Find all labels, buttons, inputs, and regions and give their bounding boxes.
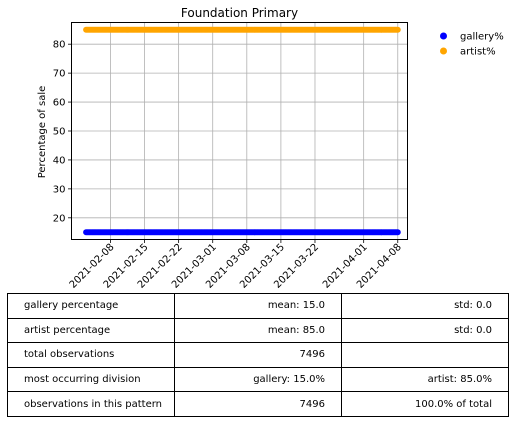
table-cell: 7496 — [174, 391, 342, 417]
table-cell: artist: 85.0% — [341, 366, 509, 393]
table-row: artist percentage mean: 85.0 std: 0.0 — [7, 317, 509, 344]
stats-table: gallery percentage mean: 15.0 std: 0.0 arti… — [7, 293, 509, 417]
legend-label: artist% — [460, 47, 496, 58]
table-row: most occurring division gallery: 15.0% art… — [7, 366, 509, 393]
table-cell: std: 0.0 — [341, 293, 509, 319]
data-point — [394, 26, 401, 33]
y-tick-label: 50 — [53, 127, 66, 138]
y-tick-label: 60 — [53, 98, 66, 109]
y-tick-label: 30 — [53, 184, 66, 195]
series-artist — [83, 26, 401, 33]
table-cell — [341, 342, 509, 368]
grid-lines — [71, 22, 408, 240]
table-cell: total observations — [7, 342, 175, 368]
table-cell: 7496 — [174, 342, 342, 368]
table-cell: artist percentage — [7, 317, 175, 344]
table-cell: gallery percentage — [7, 293, 175, 319]
legend-label: gallery% — [460, 32, 504, 43]
table-cell: mean: 85.0 — [174, 317, 342, 344]
y-tick-label: 80 — [53, 40, 66, 51]
table-cell: 100.0% of total — [341, 391, 509, 417]
legend-marker — [440, 47, 447, 55]
data-point — [394, 229, 401, 236]
legend: gallery% artist% — [440, 32, 504, 58]
table-row: observations in this pattern 7496 100.0% o… — [7, 391, 509, 417]
table-cell: gallery: 15.0% — [174, 366, 342, 393]
data-series — [83, 26, 401, 236]
table-cell: std: 0.0 — [341, 317, 509, 344]
y-tick-label: 70 — [53, 69, 66, 80]
chart-title: Foundation Primary — [181, 6, 298, 20]
table-cell: observations in this pattern — [7, 391, 175, 417]
y-tick-label: 20 — [53, 213, 66, 224]
plot-frame — [71, 22, 408, 240]
axis-ticks: 203040506070802021-02-082021-02-152021-0… — [53, 40, 404, 291]
scatter-chart: Foundation Primary Percentage of sale 20… — [37, 6, 504, 291]
legend-marker — [440, 32, 447, 40]
series-gallery — [83, 229, 401, 236]
y-tick-label: 40 — [53, 155, 66, 166]
table-row: total observations 7496 — [7, 342, 509, 368]
y-axis-label: Percentage of sale — [37, 86, 48, 179]
table-row: gallery percentage mean: 15.0 std: 0.0 — [7, 293, 509, 319]
table-cell: mean: 15.0 — [174, 293, 342, 319]
table-cell: most occurring division — [7, 366, 175, 393]
